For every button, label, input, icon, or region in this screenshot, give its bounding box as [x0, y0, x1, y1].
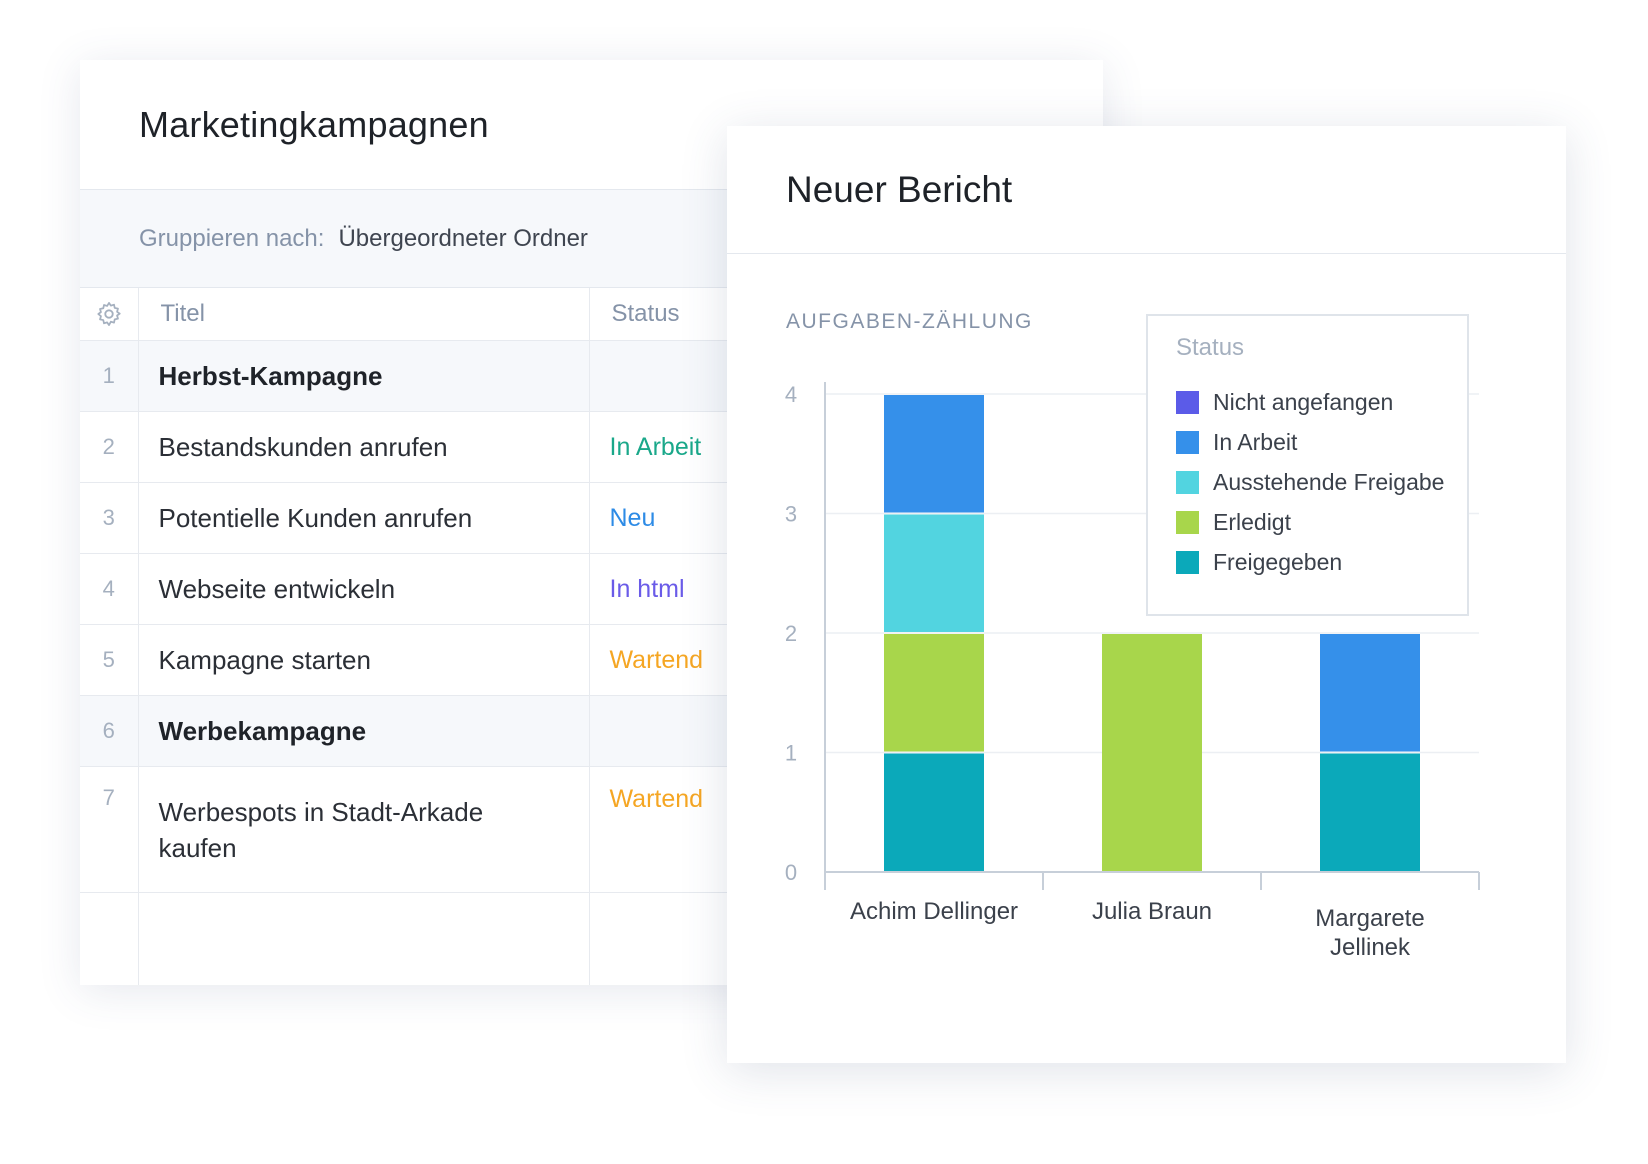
bar-segment	[1102, 634, 1202, 871]
legend-swatch	[1176, 510, 1199, 534]
report-title: Neuer Bericht	[786, 168, 1013, 210]
row-number: 1	[80, 340, 139, 412]
bar-segment	[1320, 753, 1420, 871]
row-number: 4	[80, 553, 139, 625]
task-title[interactable]: Werbespots in Stadt-Arkade kaufen	[138, 766, 590, 893]
y-tick-label: 0	[785, 860, 797, 885]
legend-item: Nicht angefangen	[1176, 382, 1467, 422]
report-card: Neuer Bericht AUFGABEN-ZÄHLUNG 0 1 2 3 4 Achi…	[727, 126, 1566, 1063]
empty-cell	[80, 892, 139, 985]
empty-cell	[138, 892, 590, 985]
row-number: 2	[80, 411, 139, 483]
legend-title: Status	[1176, 334, 1245, 361]
bar-segment	[884, 753, 984, 871]
legend-swatch	[1176, 390, 1199, 414]
table-title: Marketingkampagnen	[139, 103, 489, 145]
row-number: 6	[80, 695, 139, 767]
task-title[interactable]: Kampagne starten	[138, 624, 590, 696]
legend-label: Erledigt	[1213, 508, 1291, 535]
column-header-title[interactable]: Titel	[138, 288, 590, 341]
chart-label: AUFGABEN-ZÄHLUNG	[786, 310, 1033, 333]
chart-legend: Status Nicht angefangen In Arbeit Ausstehe…	[1146, 314, 1469, 616]
group-title[interactable]: Werbekampagne	[138, 695, 590, 767]
group-by-label: Gruppieren nach:	[139, 224, 325, 252]
legend-item: In Arbeit	[1176, 422, 1467, 462]
legend-label: Ausstehende Freigabe	[1213, 468, 1445, 495]
column-settings[interactable]	[80, 288, 139, 341]
row-number: 3	[80, 482, 139, 554]
row-number: 5	[80, 624, 139, 696]
bar-segment	[884, 634, 984, 752]
group-title[interactable]: Herbst-Kampagne	[138, 340, 590, 412]
y-tick-label: 4	[785, 382, 797, 407]
y-tick-label: 1	[785, 741, 797, 766]
task-title[interactable]: Bestandskunden anrufen	[138, 411, 590, 483]
legend-label: Freigegeben	[1213, 548, 1343, 575]
legend-label: In Arbeit	[1213, 428, 1298, 455]
row-number: 7	[80, 766, 139, 893]
x-tick-label: Julia Braun	[1092, 898, 1212, 925]
x-tick-label: Achim Dellinger	[850, 898, 1018, 925]
x-tick-label: Margarete Jellinek	[1315, 905, 1424, 961]
y-tick-label: 3	[785, 502, 797, 527]
legend-swatch	[1176, 550, 1199, 574]
legend-swatch	[1176, 430, 1199, 454]
gear-icon[interactable]	[95, 300, 123, 328]
report-header: Neuer Bericht	[727, 126, 1566, 254]
table-header: Marketingkampagnen	[80, 60, 1103, 190]
bar-segment	[884, 395, 984, 513]
legend-label: Nicht angefangen	[1213, 388, 1394, 415]
legend-swatch	[1176, 470, 1199, 494]
bar-segment	[1320, 634, 1420, 752]
group-by-value[interactable]: Übergeordneter Ordner	[338, 224, 588, 252]
task-title[interactable]: Potentielle Kunden anrufen	[138, 482, 590, 554]
legend-item: Ausstehende Freigabe	[1176, 462, 1467, 502]
legend-item: Erledigt	[1176, 502, 1467, 542]
bar-segment	[884, 514, 984, 632]
task-title[interactable]: Webseite entwickeln	[138, 553, 590, 625]
legend-item: Freigegeben	[1176, 542, 1467, 582]
y-tick-label: 2	[785, 621, 797, 646]
